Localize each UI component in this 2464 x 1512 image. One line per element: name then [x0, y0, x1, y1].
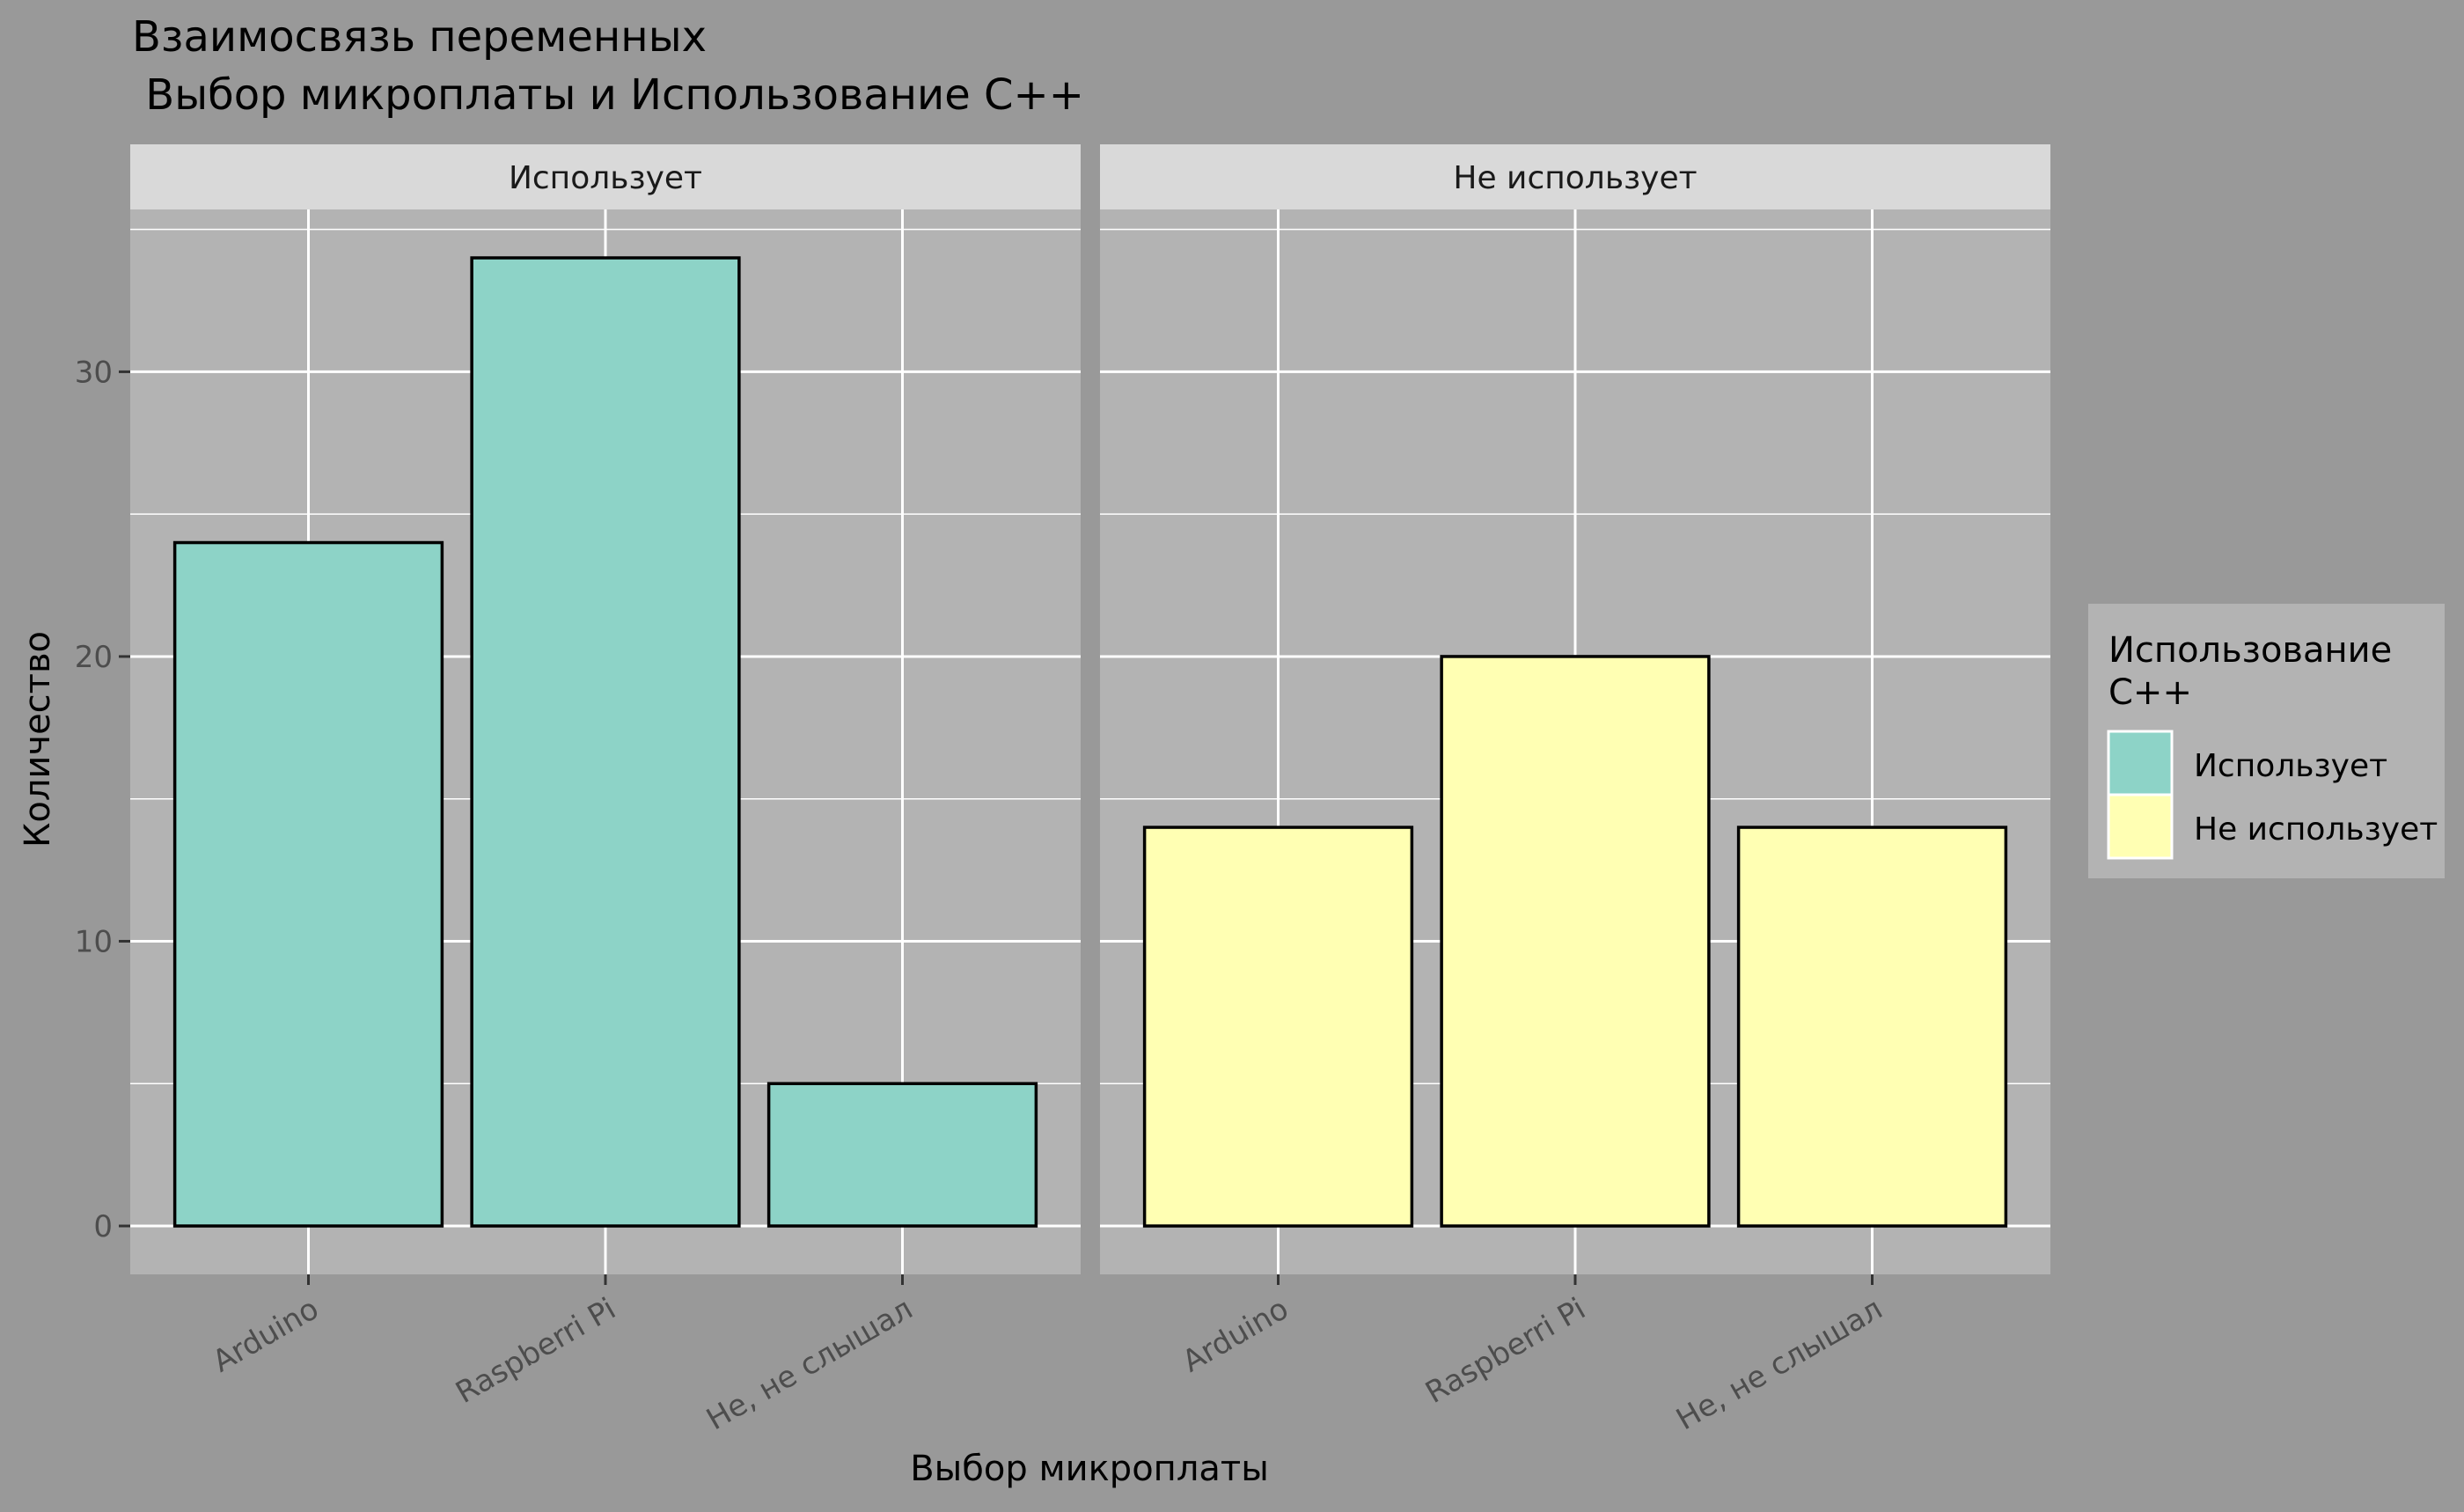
y-axis-label: Количество [18, 631, 58, 848]
y-tick-label: 10 [75, 924, 113, 959]
legend-title-line1: Использование [2108, 630, 2392, 671]
facet-strip [130, 144, 1081, 209]
facet-panels: Использует Не использует [130, 144, 2050, 1274]
facet-strip [1100, 144, 2050, 209]
x-axis-label: Выбор микроплаты [910, 1449, 1269, 1489]
legend-title-line2: С++ [2108, 672, 2192, 713]
facet-strip-label: Не использует [1453, 160, 1697, 196]
y-tick-label: 30 [75, 355, 113, 390]
bar [1736, 826, 2008, 1228]
bar [1142, 826, 1414, 1228]
bar [172, 540, 444, 1228]
facet-panel: Использует [130, 144, 1081, 1274]
bar [766, 1082, 1038, 1228]
legend-key-not-uses [2107, 793, 2174, 860]
legend-item-not-uses: Не использует [2194, 811, 2438, 848]
y-tick-label: 0 [93, 1209, 113, 1244]
y-axis: 0 10 20 30 [75, 355, 130, 1244]
bar [1440, 655, 1711, 1228]
facet-strip-label: Использует [509, 160, 702, 196]
y-tick-label: 20 [75, 640, 113, 675]
facet-panel: Не использует [1100, 144, 2050, 1274]
chart-title: Взаимосвязь переменных [132, 12, 707, 62]
legend-item-uses: Использует [2194, 748, 2387, 784]
bar [470, 256, 741, 1228]
legend-key-uses [2107, 730, 2174, 796]
legend: Использование С++ Использует Не использу… [2088, 604, 2445, 878]
chart-subtitle: Выбор микроплаты и Использование С++ [132, 70, 1084, 120]
